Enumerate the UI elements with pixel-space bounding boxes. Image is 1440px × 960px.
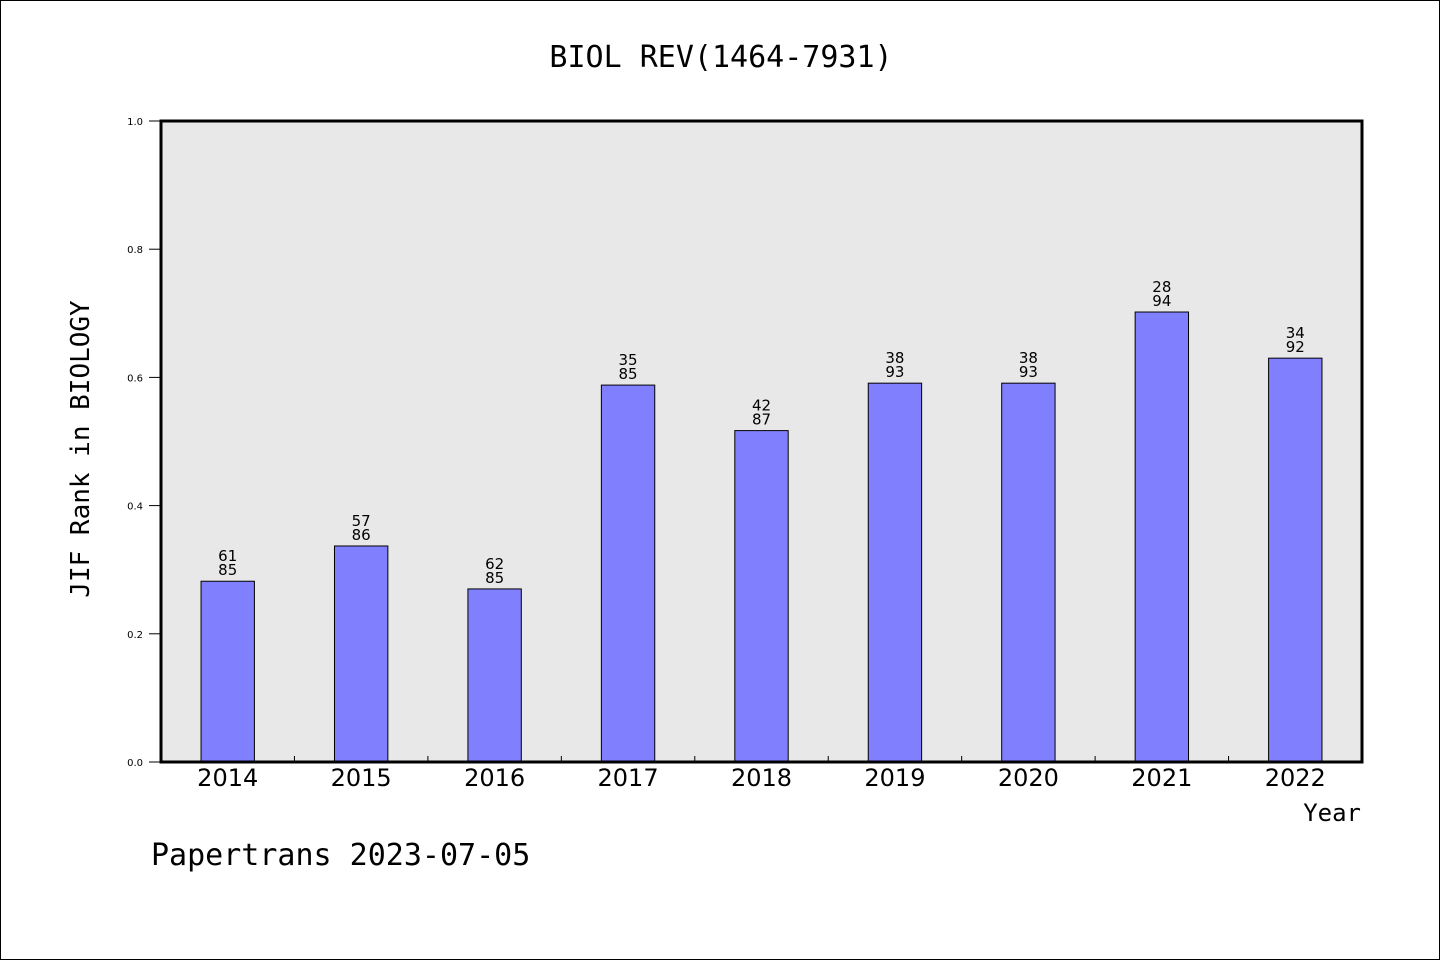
bar-2017 — [600, 384, 656, 763]
x-tick-label: 2018 — [731, 764, 792, 792]
bar-data-label: 38 — [1019, 349, 1038, 367]
bar-2019 — [867, 382, 923, 763]
bar-2022 — [1268, 357, 1323, 763]
bar-2021 — [1134, 311, 1190, 763]
bar-data-label: 85 — [485, 569, 504, 587]
y-axis: 0.0 0.2 0.4 0.6 0.8 1.0 — [127, 117, 161, 769]
bar-data-label: 62 — [485, 555, 504, 573]
plot-border — [159, 119, 1364, 764]
bar-data-label: 93 — [1019, 363, 1038, 381]
bar-data-label: 86 — [352, 526, 371, 544]
x-axis: 2014 2015 2016 2017 2018 2019 2020 2021 2022 — [197, 756, 1326, 792]
bar-data-label: 34 — [1286, 324, 1305, 342]
bar-data-label: 85 — [218, 561, 237, 579]
x-tick-label: 2022 — [1265, 764, 1326, 792]
bar-2020 — [1001, 382, 1056, 763]
bar-2015 — [333, 545, 389, 763]
y-tick-label: 0.6 — [127, 373, 143, 384]
y-tick-label: 0.8 — [127, 245, 143, 256]
bar-2016 — [467, 588, 522, 763]
bar-data-label: 42 — [752, 397, 771, 415]
y-tick-label: 0.4 — [127, 502, 143, 513]
x-tick-label: 2015 — [331, 764, 392, 792]
x-tick-label: 2020 — [998, 764, 1059, 792]
bar-data-label: 92 — [1286, 338, 1305, 356]
y-tick-label: 1.0 — [127, 117, 143, 128]
bar-data-label: 57 — [352, 512, 371, 530]
bar-data-label: 93 — [885, 363, 904, 381]
bar-data-label: 85 — [619, 365, 638, 383]
x-tick-label: 2021 — [1131, 764, 1192, 792]
x-tick-label: 2017 — [598, 764, 659, 792]
bar-data-label: 38 — [885, 349, 904, 367]
x-tick-label: 2016 — [464, 764, 525, 792]
footer-text: Papertrans 2023-07-05 — [151, 838, 530, 873]
x-axis-label: Year — [1303, 799, 1361, 827]
chart-title: BIOL REV(1464-7931) — [549, 40, 892, 75]
x-tick-label: 2014 — [197, 764, 258, 792]
bar-data-label: 94 — [1152, 292, 1171, 310]
x-tick-label: 2019 — [864, 764, 925, 792]
y-tick-label: 0.2 — [127, 630, 143, 641]
bar-data-label: 28 — [1152, 278, 1171, 296]
bar-data-label: 87 — [752, 411, 771, 429]
y-tick-label: 0.0 — [127, 758, 143, 769]
y-axis-label: JIF Rank in BIOLOGY — [66, 300, 96, 598]
bar-2018 — [734, 430, 789, 763]
bar-data-label: 35 — [619, 351, 638, 369]
bar-data-label: 61 — [218, 547, 237, 565]
bar-2014 — [200, 580, 255, 763]
